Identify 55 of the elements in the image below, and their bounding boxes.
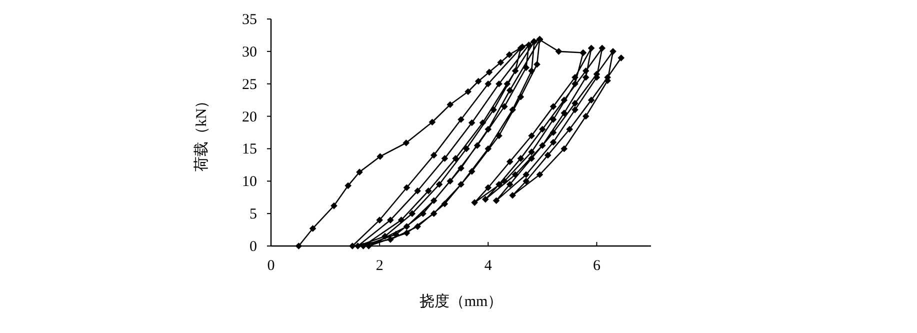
point [572,100,578,107]
point [522,171,530,178]
point [572,80,578,88]
point [539,142,546,149]
point [572,106,578,114]
point [528,148,535,156]
point [484,184,492,192]
point [580,49,587,56]
point [482,196,489,203]
point [544,152,552,159]
point [506,180,514,188]
point [550,129,557,136]
x-tick-label: 0 [267,258,275,274]
x-tick-label: 6 [592,258,601,274]
point [560,96,568,104]
point [566,126,573,133]
point [582,67,590,74]
point [550,103,557,110]
point [560,110,568,116]
y-tick-label: 0 [250,239,257,255]
point [528,132,535,140]
y-axis-title: 荷载（kN） [193,93,210,172]
y-tick-label: 5 [250,206,257,223]
point [618,54,625,62]
point [528,155,535,162]
point [501,178,508,185]
point [517,155,524,162]
point [509,192,516,199]
point [539,126,546,133]
point [572,74,578,81]
y-tick-label: 15 [242,142,257,158]
point [506,158,514,166]
point [512,171,519,178]
point [550,116,557,123]
point [582,74,590,81]
point [560,145,568,152]
y-tick-label: 35 [242,12,257,28]
point [598,44,606,52]
point [582,112,590,120]
point [492,197,500,204]
x-tick-label: 2 [376,258,384,274]
y-tick-label: 30 [242,44,257,60]
y-tick-label: 25 [242,76,257,93]
point [550,138,557,146]
point [536,171,544,178]
point [610,48,616,55]
y-tick-label: 20 [242,109,257,126]
point [471,199,478,206]
x-axis-title: 挠度（mm） [419,293,503,310]
point [588,96,595,104]
point [496,180,502,188]
y-tick-label: 10 [242,174,257,190]
x-tick-label: 4 [484,258,492,274]
point [588,44,595,52]
point [522,178,530,185]
